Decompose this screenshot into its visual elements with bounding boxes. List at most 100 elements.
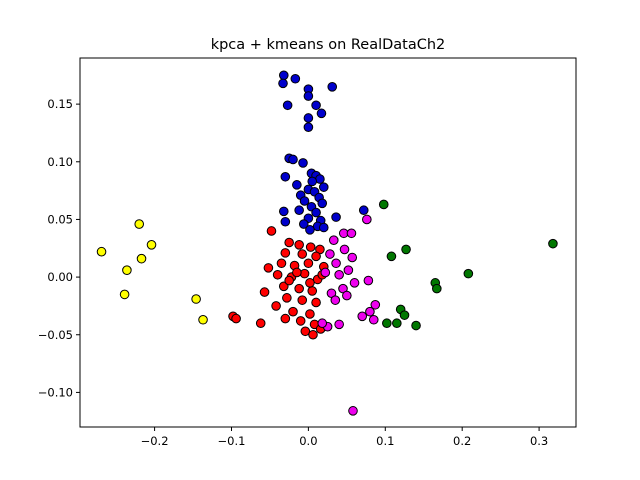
- y-tick-label: 0.00: [47, 270, 73, 284]
- scatter-point: [298, 158, 308, 168]
- x-tick-label: 0.0: [299, 434, 317, 448]
- scatter-point: [311, 100, 321, 111]
- scatter-point: [266, 226, 277, 236]
- scatter-point: [278, 78, 288, 89]
- scatter-point: [134, 219, 145, 229]
- scatter-point: [278, 281, 289, 292]
- plot-area-frame: [79, 57, 577, 428]
- scatter-point: [318, 222, 329, 233]
- y-axis-ticks: −0.10 −0.05 0.00 0.05 0.10 0.15: [38, 97, 80, 399]
- scatter-point: [358, 205, 369, 216]
- scatter-point: [303, 122, 314, 132]
- scatter-point: [307, 176, 318, 187]
- scatter-point: [339, 244, 350, 255]
- scatter-point: [368, 314, 379, 325]
- y-tick-label: −0.05: [38, 328, 73, 342]
- scatter-point: [382, 318, 392, 329]
- scatter-point: [297, 249, 308, 259]
- x-axis-ticks: −0.2 −0.1 0.0 0.1 0.2 0.3: [141, 427, 548, 448]
- scatter-point: [342, 290, 352, 301]
- cluster-2-points: [228, 226, 329, 340]
- scatter-point: [288, 306, 298, 317]
- scatter-point: [334, 269, 344, 280]
- scatter-point: [311, 207, 321, 218]
- scatter-point: [299, 268, 310, 279]
- scatter-point: [317, 198, 328, 209]
- scatter-point: [284, 275, 294, 286]
- scatter-point: [463, 268, 474, 279]
- scatter-point: [96, 246, 107, 257]
- chart-title: kpca + kmeans on RealDataCh2: [211, 37, 446, 53]
- scatter-point: [311, 297, 321, 308]
- scatter-point: [362, 214, 372, 225]
- scatter-point: [386, 251, 397, 262]
- scatter-point: [255, 318, 266, 329]
- scatter-point: [327, 82, 338, 92]
- scatter-point: [119, 289, 130, 300]
- scatter-point: [347, 252, 358, 263]
- scatter-point: [231, 313, 241, 324]
- scatter-point: [299, 196, 310, 206]
- scatter-point: [378, 199, 389, 210]
- scatter-point: [317, 318, 328, 329]
- scatter-point: [331, 258, 341, 269]
- cluster-1-points: [278, 70, 369, 235]
- scatter-point: [294, 205, 304, 216]
- scatter-point: [280, 216, 291, 227]
- scatter-point: [259, 287, 270, 297]
- y-tick-label: −0.10: [38, 385, 73, 399]
- scatter-point: [334, 319, 344, 330]
- data-points: [96, 70, 558, 416]
- scatter-point: [292, 180, 302, 190]
- scatter-point: [290, 73, 301, 84]
- scatter-point: [297, 295, 308, 305]
- scatter-point: [401, 244, 411, 255]
- scatter-point: [282, 100, 293, 111]
- scatter-point: [346, 228, 357, 239]
- scatter-point: [280, 248, 291, 258]
- scatter-point: [331, 212, 341, 222]
- scatter-point: [136, 253, 147, 264]
- scatter-point: [305, 242, 316, 252]
- scatter-point: [280, 171, 291, 182]
- cluster-3-points: [317, 214, 381, 416]
- scatter-point: [432, 283, 442, 294]
- x-tick-label: −0.2: [141, 434, 169, 448]
- x-tick-label: 0.1: [376, 434, 394, 448]
- scatter-point: [328, 235, 339, 245]
- scatter-point: [292, 267, 302, 278]
- scatter-point: [198, 314, 208, 325]
- scatter-point: [305, 309, 315, 319]
- scatter-point: [363, 275, 374, 286]
- y-tick-label: 0.10: [47, 155, 73, 169]
- scatter-point: [272, 269, 283, 280]
- scatter-point: [294, 283, 304, 294]
- cluster-4-points: [378, 199, 558, 331]
- scatter-point: [303, 113, 314, 123]
- scatter-point: [325, 249, 335, 259]
- scatter-point: [308, 329, 318, 340]
- scatter-point: [370, 299, 381, 310]
- scatter-point: [295, 316, 306, 326]
- y-tick-label: 0.15: [47, 97, 73, 111]
- scatter-point: [288, 154, 298, 165]
- scatter-point: [357, 311, 368, 322]
- scatter-point: [298, 219, 309, 229]
- scatter-point: [348, 406, 358, 416]
- scatter-point: [307, 286, 318, 296]
- scatter-point: [305, 278, 315, 288]
- scatter-point: [280, 313, 291, 324]
- scatter-point: [311, 251, 321, 262]
- scatter-point: [191, 294, 201, 304]
- scatter-point: [278, 70, 289, 81]
- scatter-point: [303, 91, 314, 101]
- scatter-point: [276, 258, 287, 269]
- cluster-0-points: [96, 219, 208, 325]
- scatter-point: [263, 263, 274, 273]
- scatter-point: [146, 240, 157, 250]
- scatter-point: [399, 310, 410, 320]
- scatter-point: [305, 225, 315, 235]
- scatter-point: [411, 320, 421, 331]
